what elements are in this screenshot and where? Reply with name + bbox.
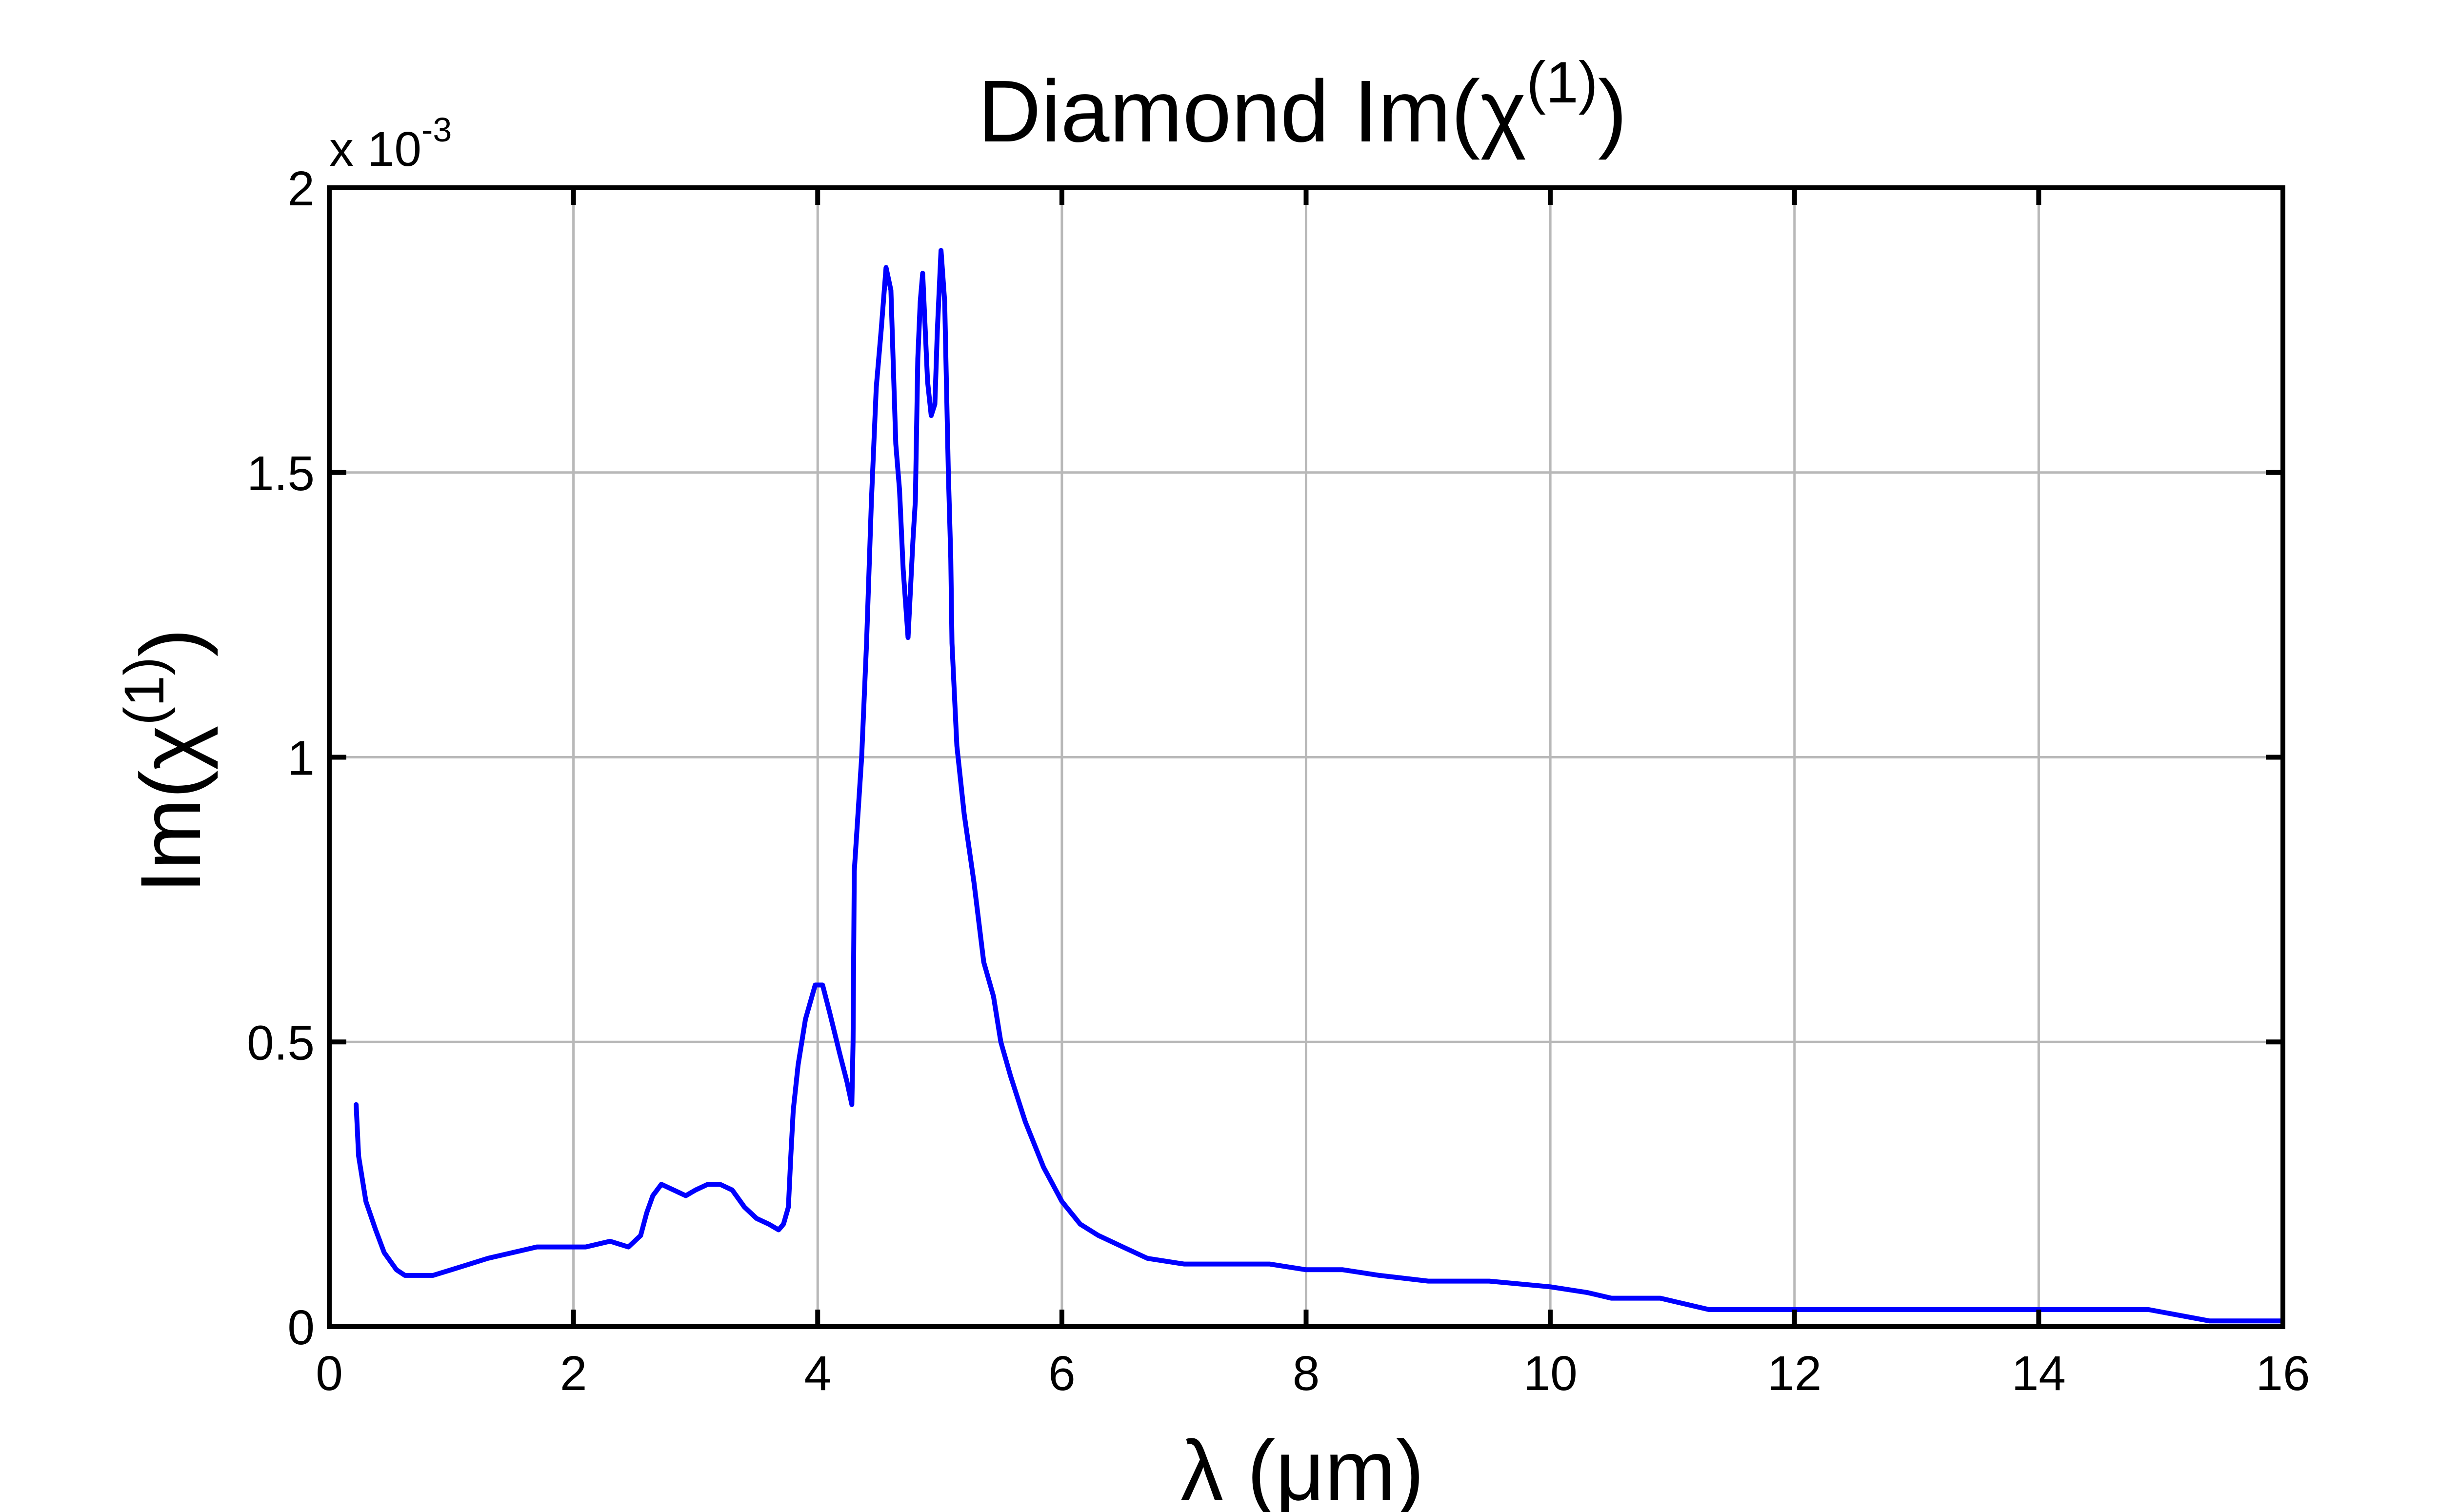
y-tick-label: 1.5 (247, 446, 315, 501)
x-tick-label: 0 (316, 1346, 343, 1401)
x-axis-label: λ (μm) (1180, 1423, 1424, 1512)
series-line (354, 248, 2285, 1324)
axis-ticks: 0 2 4 6 8 10 12 14 16 0 0.5 1 1.5 2 (247, 161, 2310, 1401)
x-tick-label: 4 (804, 1346, 831, 1401)
data-layer (354, 248, 2285, 1324)
x-tick-label: 16 (2256, 1346, 2310, 1401)
x-tick-label: 6 (1048, 1346, 1076, 1401)
x-tick-label: 14 (2012, 1346, 2066, 1401)
y-multiplier: x 10-3 (329, 111, 452, 177)
y-tick-label: 0 (287, 1300, 315, 1355)
y-tick-label: 2 (287, 161, 315, 216)
chart-title: Diamond Im(χ(1)) (978, 50, 1627, 160)
x-tick-label: 10 (1523, 1346, 1578, 1401)
grid-lines (329, 188, 2283, 1327)
x-tick-label: 2 (560, 1346, 587, 1401)
y-axis-label: Im(χ(1)) (113, 628, 219, 893)
x-tick-label: 8 (1293, 1346, 1320, 1401)
y-tick-label: 0.5 (247, 1015, 315, 1070)
x-tick-label: 12 (1767, 1346, 1821, 1401)
y-tick-label: 1 (287, 731, 315, 786)
